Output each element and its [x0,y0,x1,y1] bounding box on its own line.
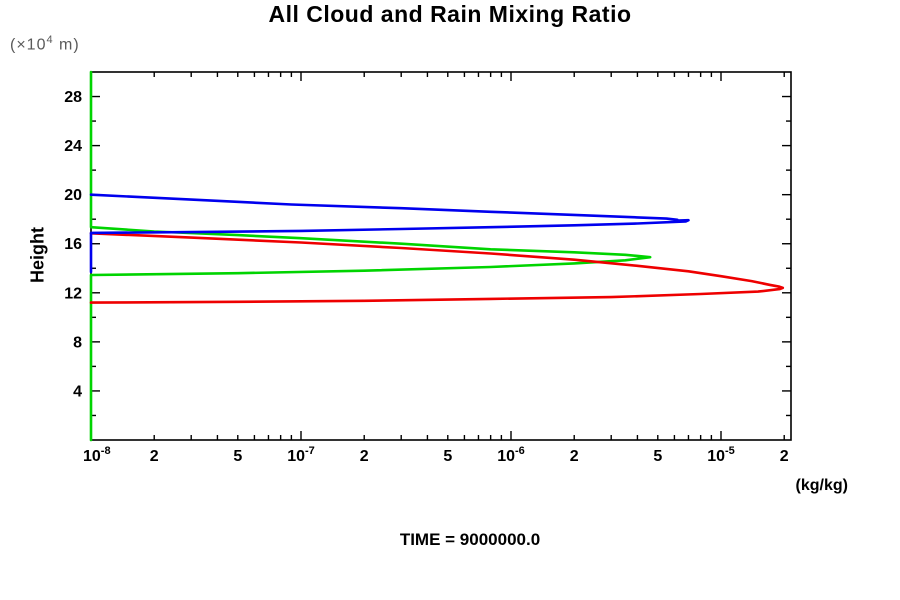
x-tick-label: 10-7 [287,445,315,465]
x-axis-unit-label: (kg/kg) [795,477,848,494]
y-tick-label: 12 [64,285,82,302]
y-tick-label: 16 [64,236,82,253]
x-tick-label: 2 [570,448,579,465]
series-blue [89,193,690,274]
x-tick-label: 5 [653,448,662,465]
y-axis-unit-label: (×104 m) [10,34,80,54]
y-axis-unit-exponent: 4 [46,34,54,46]
x-tick-label: 5 [443,448,452,465]
x-tick-label: 2 [780,448,789,465]
y-tick-label: 24 [64,138,82,155]
x-tick-label: 5 [233,448,242,465]
y-tick-label: 20 [64,187,82,204]
x-tick-label: 2 [150,448,159,465]
y-tick-label: 4 [73,383,82,400]
time-caption: TIME = 9000000.0 [399,530,541,549]
y-tick-label: 28 [64,89,82,106]
series-red [89,232,785,304]
y-axis-unit-suffix: m) [53,36,80,54]
x-tick-label: 10-5 [707,445,735,465]
series-green [89,70,652,442]
x-tick-label: 10-6 [497,445,525,465]
x-tick-label: 2 [360,448,369,465]
y-axis-unit-prefix: (×10 [10,36,47,54]
chart-title: All Cloud and Rain Mixing Ratio [268,1,632,27]
y-tick-label: 8 [73,334,82,351]
x-tick-label: 10-8 [83,445,111,465]
plot-frame [90,71,792,441]
